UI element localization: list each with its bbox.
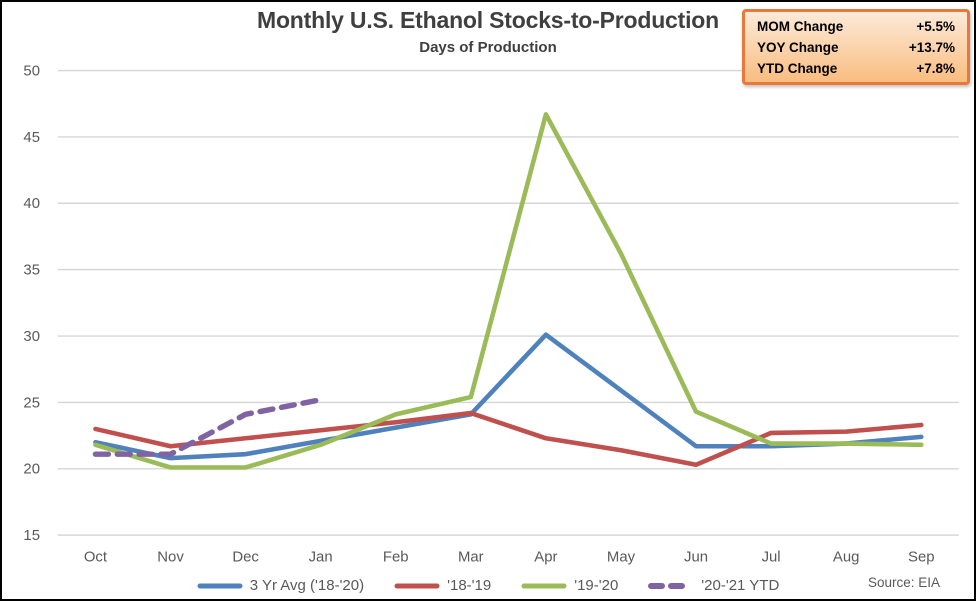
y-axis-label: 50 (23, 64, 40, 80)
y-axis-label: 30 (23, 329, 40, 345)
legend-item-19-20: '19-'20 (521, 577, 618, 594)
y-axis-label: 40 (23, 196, 40, 212)
stats-row-yoy: YOY Change +13.7% (757, 38, 955, 58)
legend-line-marker-icon (197, 583, 243, 588)
x-axis-label: Nov (157, 549, 184, 565)
legend-item-3yr-avg: 3 Yr Avg ('18-'20) (197, 577, 364, 594)
x-axis-label: May (607, 549, 636, 565)
x-axis-label: Jan (309, 549, 333, 565)
chart-title: Monthly U.S. Ethanol Stocks-to-Productio… (256, 7, 719, 33)
x-axis-label: Jun (684, 549, 708, 565)
chart-subtitle: Days of Production (419, 39, 557, 56)
y-axis-label: 45 (23, 130, 40, 146)
x-axis-label: Jul (762, 549, 781, 565)
x-axis-label: Oct (84, 549, 108, 565)
stats-label-yoy: YOY Change (757, 39, 839, 55)
y-axis-label: 25 (23, 395, 40, 411)
stats-box: MOM Change +5.5% YOY Change +13.7% YTD C… (742, 9, 970, 85)
source-note: Source: EIA (867, 575, 940, 590)
legend-label-20-21-ytd: '20-'21 YTD (701, 577, 780, 594)
stats-label-ytd: YTD Change (757, 60, 838, 76)
stats-value-mom: +5.5% (916, 19, 955, 35)
x-axis-label: Aug (833, 549, 860, 565)
stats-row-ytd: YTD Change +7.8% (757, 59, 955, 79)
x-axis-label: Feb (383, 549, 409, 565)
legend-item-20-21-ytd: '20-'21 YTD (648, 577, 779, 594)
y-axis-label: 35 (23, 263, 40, 279)
legend-label-3yr-avg: 3 Yr Avg ('18-'20) (249, 577, 365, 594)
stats-value-ytd: +7.8% (916, 60, 955, 76)
x-axis-label: Sep (908, 549, 935, 565)
legend: 3 Yr Avg ('18-'20) '18-'19 '19-'20 '20-'… (2, 577, 974, 594)
x-axis-label: Mar (458, 549, 484, 565)
legend-item-18-19: '18-'19 (394, 577, 491, 594)
legend-line-marker-icon (394, 583, 440, 588)
legend-label-18-19: '18-'19 (447, 577, 492, 594)
series-line (92, 397, 324, 457)
legend-label-19-20: '19-'20 (574, 577, 619, 594)
y-axis-label: 20 (23, 462, 40, 478)
stats-value-yoy: +13.7% (908, 39, 955, 55)
series-line (93, 410, 924, 468)
series-line (93, 112, 924, 470)
x-axis-label: Apr (534, 549, 557, 565)
legend-dashed-line-marker-icon (648, 582, 695, 589)
y-axis-label: 15 (23, 528, 40, 544)
x-axis-label: Dec (232, 549, 259, 565)
stats-row-mom: MOM Change +5.5% (757, 17, 955, 37)
stats-label-mom: MOM Change (757, 19, 844, 35)
legend-line-marker-icon (521, 583, 567, 588)
